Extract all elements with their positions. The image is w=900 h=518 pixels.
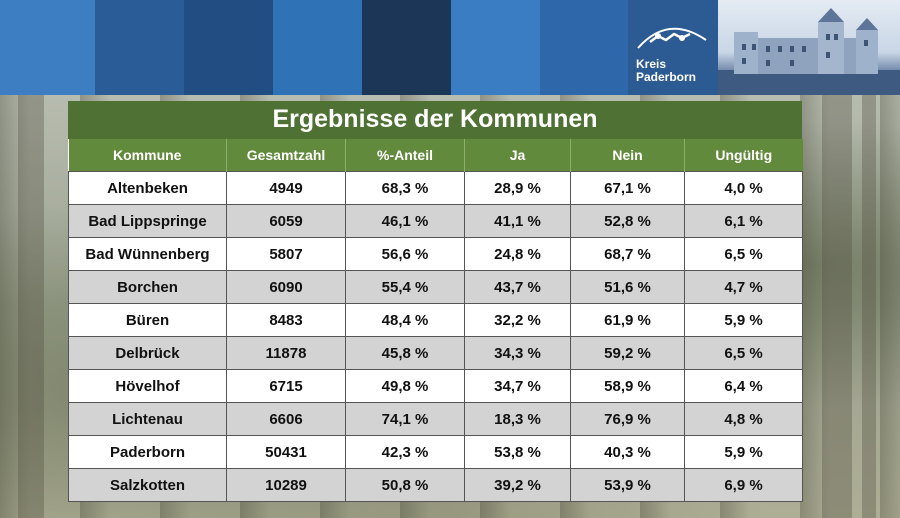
column-header-kommune: Kommune: [68, 139, 227, 172]
results-panel: Ergebnisse der Kommunen Kommune Gesamtza…: [68, 101, 803, 502]
cell-ja: 32,2 %: [464, 303, 571, 337]
table-row: Büren 8483 48,4 % 32,2 % 61,9 % 5,9 %: [68, 303, 803, 337]
cell-kommune: Bad Lippspringe: [68, 204, 227, 238]
cell-anteil: 68,3 %: [345, 171, 465, 205]
cell-ja: 34,3 %: [464, 336, 571, 370]
cell-nein: 58,9 %: [570, 369, 685, 403]
cell-ungueltig: 6,9 %: [684, 468, 803, 502]
cell-ja: 34,7 %: [464, 369, 571, 403]
cell-gesamtzahl: 10289: [226, 468, 346, 502]
table-title: Ergebnisse der Kommunen: [68, 101, 802, 139]
cell-nein: 67,1 %: [570, 171, 685, 205]
cell-anteil: 48,4 %: [345, 303, 465, 337]
cell-gesamtzahl: 6606: [226, 402, 346, 436]
cell-ja: 18,3 %: [464, 402, 571, 436]
cell-nein: 61,9 %: [570, 303, 685, 337]
table-row: Hövelhof 6715 49,8 % 34,7 % 58,9 % 6,4 %: [68, 369, 803, 403]
kreis-paderborn-logo: Kreis Paderborn: [628, 0, 718, 95]
table-row: Altenbeken 4949 68,3 % 28,9 % 67,1 % 4,0…: [68, 171, 803, 205]
cell-anteil: 74,1 %: [345, 402, 465, 436]
cell-gesamtzahl: 6715: [226, 369, 346, 403]
table-row: Salzkotten 10289 50,8 % 39,2 % 53,9 % 6,…: [68, 468, 803, 502]
castle-illustration-icon: [718, 8, 900, 95]
cell-kommune: Bad Wünnenberg: [68, 237, 227, 271]
table-row: Borchen 6090 55,4 % 43,7 % 51,6 % 4,7 %: [68, 270, 803, 304]
cell-nein: 59,2 %: [570, 336, 685, 370]
header-banner: [0, 0, 900, 95]
cell-anteil: 55,4 %: [345, 270, 465, 304]
header-stripe: [540, 0, 628, 95]
cell-ungueltig: 6,4 %: [684, 369, 803, 403]
tree-trunk: [822, 95, 852, 518]
handshake-logo-icon: [637, 27, 707, 49]
logo-text: Kreis Paderborn: [636, 57, 697, 84]
column-header-gesamtzahl: Gesamtzahl: [226, 139, 346, 172]
cell-anteil: 42,3 %: [345, 435, 465, 469]
cell-ja: 43,7 %: [464, 270, 571, 304]
cell-nein: 40,3 %: [570, 435, 685, 469]
cell-kommune: Delbrück: [68, 336, 227, 370]
table-row: Paderborn 50431 42,3 % 53,8 % 40,3 % 5,9…: [68, 435, 803, 469]
cell-anteil: 56,6 %: [345, 237, 465, 271]
header-stripe: [362, 0, 451, 95]
column-header-ja: Ja: [464, 139, 571, 172]
cell-nein: 68,7 %: [570, 237, 685, 271]
cell-ja: 24,8 %: [464, 237, 571, 271]
cell-ja: 39,2 %: [464, 468, 571, 502]
column-header-anteil: %-Anteil: [345, 139, 465, 172]
cell-ungueltig: 6,5 %: [684, 336, 803, 370]
cell-gesamtzahl: 8483: [226, 303, 346, 337]
castle-image: [718, 0, 900, 95]
cell-kommune: Hövelhof: [68, 369, 227, 403]
cell-anteil: 49,8 %: [345, 369, 465, 403]
cell-ungueltig: 4,8 %: [684, 402, 803, 436]
column-header-nein: Nein: [570, 139, 685, 172]
header-stripe: [184, 0, 273, 95]
cell-kommune: Borchen: [68, 270, 227, 304]
cell-ungueltig: 6,1 %: [684, 204, 803, 238]
table-row: Bad Lippspringe 6059 46,1 % 41,1 % 52,8 …: [68, 204, 803, 238]
header-stripe: [273, 0, 362, 95]
cell-ungueltig: 5,9 %: [684, 303, 803, 337]
cell-anteil: 45,8 %: [345, 336, 465, 370]
cell-kommune: Lichtenau: [68, 402, 227, 436]
cell-nein: 52,8 %: [570, 204, 685, 238]
table-row: Delbrück 11878 45,8 % 34,3 % 59,2 % 6,5 …: [68, 336, 803, 370]
table-row: Lichtenau 6606 74,1 % 18,3 % 76,9 % 4,8 …: [68, 402, 803, 436]
cell-gesamtzahl: 50431: [226, 435, 346, 469]
cell-kommune: Salzkotten: [68, 468, 227, 502]
table-header-row: Kommune Gesamtzahl %-Anteil Ja Nein Ungü…: [68, 139, 803, 172]
cell-ungueltig: 6,5 %: [684, 237, 803, 271]
cell-kommune: Büren: [68, 303, 227, 337]
results-table: Kommune Gesamtzahl %-Anteil Ja Nein Ungü…: [68, 139, 803, 502]
cell-gesamtzahl: 5807: [226, 237, 346, 271]
cell-gesamtzahl: 6059: [226, 204, 346, 238]
cell-ungueltig: 5,9 %: [684, 435, 803, 469]
cell-anteil: 46,1 %: [345, 204, 465, 238]
cell-nein: 76,9 %: [570, 402, 685, 436]
cell-gesamtzahl: 4949: [226, 171, 346, 205]
cell-ja: 41,1 %: [464, 204, 571, 238]
cell-ungueltig: 4,0 %: [684, 171, 803, 205]
header-stripe: [0, 0, 95, 95]
cell-gesamtzahl: 6090: [226, 270, 346, 304]
cell-anteil: 50,8 %: [345, 468, 465, 502]
tree-trunk: [18, 95, 44, 518]
header-stripe: [451, 0, 540, 95]
cell-ja: 53,8 %: [464, 435, 571, 469]
cell-nein: 51,6 %: [570, 270, 685, 304]
table-row: Bad Wünnenberg 5807 56,6 % 24,8 % 68,7 %…: [68, 237, 803, 271]
cell-ungueltig: 4,7 %: [684, 270, 803, 304]
column-header-ungueltig: Ungültig: [684, 139, 803, 172]
cell-nein: 53,9 %: [570, 468, 685, 502]
header-stripe: [95, 0, 184, 95]
cell-kommune: Paderborn: [68, 435, 227, 469]
cell-gesamtzahl: 11878: [226, 336, 346, 370]
tree-trunk: [862, 95, 876, 518]
cell-kommune: Altenbeken: [68, 171, 227, 205]
cell-ja: 28,9 %: [464, 171, 571, 205]
